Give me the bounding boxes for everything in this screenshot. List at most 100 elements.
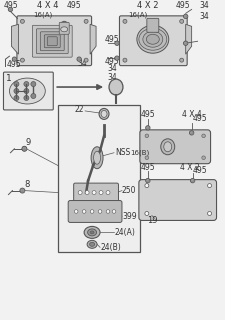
Text: 34: 34 [200, 1, 209, 10]
Text: 34: 34 [107, 73, 117, 82]
Circle shape [20, 188, 25, 193]
Ellipse shape [88, 229, 97, 236]
Ellipse shape [146, 34, 159, 44]
Text: 24(A): 24(A) [115, 228, 136, 237]
Ellipse shape [61, 27, 68, 32]
Circle shape [123, 19, 127, 23]
Circle shape [183, 14, 188, 19]
Circle shape [77, 57, 81, 61]
Ellipse shape [139, 28, 167, 50]
Polygon shape [186, 24, 192, 54]
Text: 495: 495 [141, 110, 155, 119]
Circle shape [12, 57, 17, 61]
Circle shape [22, 146, 27, 151]
Circle shape [202, 134, 205, 138]
Polygon shape [90, 24, 96, 54]
Text: 22: 22 [75, 105, 84, 115]
Circle shape [145, 134, 149, 138]
Ellipse shape [101, 110, 107, 117]
Circle shape [82, 210, 86, 213]
Text: 34: 34 [77, 59, 87, 68]
Circle shape [99, 191, 103, 195]
Text: 495: 495 [192, 166, 207, 175]
Text: NSS: NSS [115, 148, 130, 157]
Circle shape [115, 41, 119, 45]
Circle shape [31, 82, 36, 86]
Circle shape [24, 82, 29, 86]
Text: 495: 495 [67, 1, 81, 10]
FancyBboxPatch shape [119, 16, 187, 66]
Bar [58, 105, 140, 252]
FancyBboxPatch shape [59, 22, 69, 34]
FancyBboxPatch shape [40, 32, 64, 51]
Circle shape [90, 210, 94, 213]
Text: 4 X 2: 4 X 2 [180, 163, 200, 172]
Text: 9: 9 [26, 138, 31, 147]
FancyBboxPatch shape [140, 130, 211, 164]
Ellipse shape [143, 31, 163, 47]
Circle shape [14, 89, 19, 93]
Ellipse shape [84, 227, 100, 238]
Ellipse shape [60, 21, 69, 33]
Circle shape [145, 156, 149, 159]
Text: 19: 19 [148, 216, 158, 225]
Circle shape [145, 212, 149, 215]
FancyBboxPatch shape [74, 183, 119, 202]
Circle shape [22, 147, 27, 151]
Text: 4 X 4: 4 X 4 [36, 1, 58, 10]
Text: 495: 495 [105, 57, 119, 66]
Circle shape [106, 210, 110, 213]
Text: 16(B): 16(B) [130, 149, 149, 156]
Circle shape [85, 191, 89, 195]
Ellipse shape [137, 25, 169, 53]
Text: 495: 495 [175, 1, 190, 10]
Circle shape [183, 41, 188, 45]
Ellipse shape [91, 147, 103, 169]
FancyBboxPatch shape [17, 16, 92, 66]
Text: 34: 34 [200, 12, 209, 21]
FancyBboxPatch shape [32, 25, 72, 57]
Text: 495: 495 [105, 35, 119, 44]
Text: 250: 250 [122, 186, 136, 195]
Ellipse shape [99, 108, 109, 119]
Circle shape [8, 7, 13, 12]
Ellipse shape [9, 78, 45, 104]
Circle shape [180, 19, 184, 23]
Text: 34: 34 [107, 64, 117, 73]
Circle shape [112, 210, 116, 213]
Text: 8: 8 [25, 180, 30, 189]
FancyBboxPatch shape [47, 37, 57, 46]
FancyBboxPatch shape [36, 29, 68, 54]
Text: 4 X 4: 4 X 4 [182, 110, 202, 119]
Circle shape [208, 184, 212, 188]
Circle shape [115, 56, 119, 60]
Circle shape [145, 184, 149, 188]
Text: 16(A): 16(A) [128, 11, 148, 18]
Circle shape [84, 58, 88, 62]
Circle shape [190, 179, 195, 183]
Ellipse shape [87, 240, 97, 248]
Circle shape [84, 19, 88, 23]
FancyBboxPatch shape [68, 201, 122, 222]
Ellipse shape [94, 151, 101, 164]
Text: 4 X 2: 4 X 2 [137, 1, 159, 10]
Circle shape [208, 212, 212, 215]
Text: 495: 495 [141, 163, 155, 172]
Circle shape [14, 82, 19, 86]
Text: 16(A): 16(A) [34, 11, 53, 18]
Text: 24(B): 24(B) [100, 243, 121, 252]
FancyBboxPatch shape [44, 35, 60, 48]
Circle shape [14, 95, 19, 100]
Circle shape [20, 19, 24, 23]
Circle shape [24, 89, 29, 93]
Circle shape [74, 210, 78, 213]
Circle shape [180, 58, 184, 62]
Circle shape [146, 179, 150, 183]
Ellipse shape [164, 142, 172, 152]
Circle shape [92, 191, 96, 195]
Text: 495: 495 [3, 1, 18, 10]
Circle shape [202, 156, 205, 159]
Circle shape [78, 191, 82, 195]
FancyBboxPatch shape [147, 18, 159, 32]
Ellipse shape [109, 79, 123, 95]
